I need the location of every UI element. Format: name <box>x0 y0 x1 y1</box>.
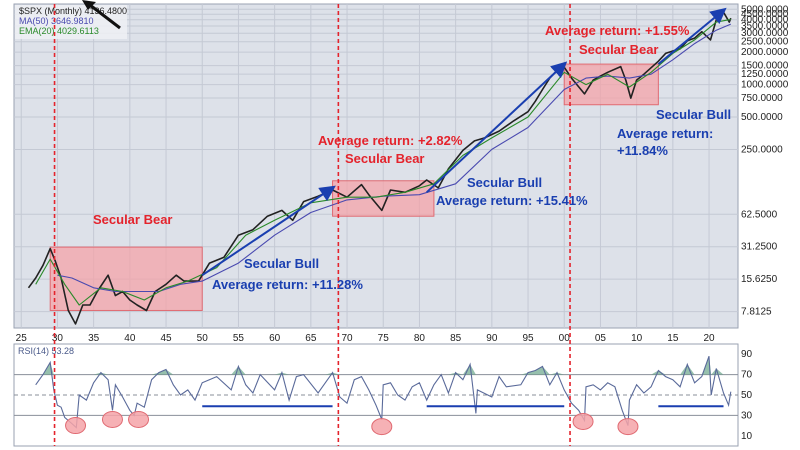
x-tick-18: 15 <box>667 333 679 344</box>
legend-background <box>15 5 127 39</box>
rsi-oversold-marker-2 <box>128 410 150 428</box>
x-tick-9: 70 <box>341 333 353 344</box>
x-tick-19: 20 <box>703 333 715 344</box>
rsi-oversold-marker-4 <box>572 412 594 430</box>
legend-ema20: EMA(20) 4029.6113 <box>19 26 99 36</box>
rsi-oversold-marker-5 <box>617 418 639 436</box>
price-series <box>27 11 732 325</box>
rsi-y-ticks: 90 70 50 30 10 <box>741 349 753 442</box>
annotation-bull-return-3-value: +11.84% <box>617 143 668 158</box>
annotation-secular-bull-3: Secular Bull <box>656 107 731 122</box>
x-tick-0: 25 <box>16 333 28 344</box>
x-tick-6: 55 <box>233 333 245 344</box>
annotation-bull-return-3-label: Average return: <box>617 126 713 141</box>
rsi-oversold-marker-1 <box>101 410 123 428</box>
price-y-tick-4: 250.0000 <box>741 144 783 155</box>
price-legend: $SPX (Monthly) 4136.4800 MA(50) 3646.981… <box>15 5 127 39</box>
bull-arrow-0 <box>201 185 336 277</box>
x-tick-14: 95 <box>522 333 534 344</box>
x-tick-13: 90 <box>486 333 498 344</box>
x-tick-3: 40 <box>124 333 136 344</box>
price-y-tick-7: 1000.0000 <box>741 80 789 91</box>
price-y-tick-6: 750.0000 <box>741 93 783 104</box>
price-y-tick-8: 1250.0000 <box>741 69 789 80</box>
x-tick-5: 50 <box>197 333 209 344</box>
price-y-tick-11: 2500.0000 <box>741 37 789 48</box>
bull-arrow-2 <box>657 7 727 65</box>
price-grid <box>14 4 738 328</box>
price-panel: 7.8125 15.6250 31.2500 62.5000 250.0000 500.0… <box>13 0 789 329</box>
x-tick-16: 05 <box>595 333 607 344</box>
x-tick-8: 65 <box>305 333 317 344</box>
rsi-panel: 90 70 50 30 10 RSI(14) 53.28 <box>13 343 753 447</box>
rsi-legend: RSI(14) 53.28 <box>18 346 74 356</box>
x-tick-1: 30 <box>52 333 64 344</box>
annotation-secular-bear-3: Secular Bear <box>579 42 659 57</box>
annotation-bull-return-1: Average return: +11.28% <box>212 277 363 292</box>
price-y-tick-5: 500.0000 <box>741 112 783 123</box>
bull-arrows <box>201 7 727 277</box>
annotation-bear-return-1: Average return: +2.82% <box>318 133 463 148</box>
cursor-arrow-head-icon <box>82 0 96 10</box>
x-tick-15: 00 <box>559 333 571 344</box>
rsi-y-tick-4: 10 <box>741 431 753 442</box>
annotation-secular-bull-1: Secular Bull <box>244 256 319 271</box>
annotation-secular-bear-1: Secular Bear <box>93 212 173 227</box>
price-y-tick-9: 1500.0000 <box>741 61 789 72</box>
x-tick-17: 10 <box>631 333 643 344</box>
rsi-overlays <box>65 405 724 436</box>
x-axis: 25 30 35 40 45 50 55 60 65 70 75 80 85 90 95 00 05 10 15 20 <box>16 333 715 344</box>
x-tick-11: 80 <box>414 333 426 344</box>
rsi-oversold-marker-3 <box>371 418 393 436</box>
x-tick-7: 60 <box>269 333 281 344</box>
rsi-y-tick-3: 30 <box>741 410 753 421</box>
x-tick-12: 85 <box>450 333 462 344</box>
annotation-bear-return-2: Average return: +1.55% <box>545 23 690 38</box>
price-y-tick-2: 31.2500 <box>741 242 778 253</box>
rsi-y-tick-0: 90 <box>741 349 753 360</box>
bull-arrow-1 <box>425 61 568 194</box>
annotation-secular-bull-2: Secular Bull <box>467 175 542 190</box>
price-y-tick-1: 15.6250 <box>741 274 778 285</box>
annotation-secular-bear-2: Secular Bear <box>345 151 425 166</box>
price-y-tick-10: 2000.0000 <box>741 47 789 58</box>
legend-spx: $SPX (Monthly) 4136.4800 <box>19 6 127 16</box>
price-y-tick-14: 4000.0000 <box>741 15 789 26</box>
annotation-bull-return-2: Average return: +15.41% <box>436 193 588 208</box>
price-y-tick-16: 5000.0000 <box>741 4 789 15</box>
price-y-tick-12: 3000.0000 <box>741 28 789 39</box>
series-line-2 <box>35 18 731 306</box>
price-y-tick-3: 62.5000 <box>741 209 778 220</box>
rsi-y-tick-2: 50 <box>741 390 753 401</box>
x-tick-4: 45 <box>160 333 172 344</box>
rsi-oversold-marker-0 <box>65 417 87 435</box>
price-y-tick-13: 3500.0000 <box>741 21 789 32</box>
price-y-tick-0: 7.8125 <box>741 307 772 318</box>
price-y-tick-15: 4500.0000 <box>741 9 789 20</box>
rsi-y-tick-1: 70 <box>741 370 753 381</box>
x-tick-2: 35 <box>88 333 100 344</box>
cycle-lines <box>53 4 571 446</box>
annotations: Secular Bear Secular Bull Average return… <box>93 23 731 292</box>
x-tick-10: 75 <box>378 333 390 344</box>
legend-ma50: MA(50) 3646.9810 <box>19 16 94 26</box>
price-y-ticks: 7.8125 15.6250 31.2500 62.5000 250.0000 500.0… <box>741 4 789 317</box>
